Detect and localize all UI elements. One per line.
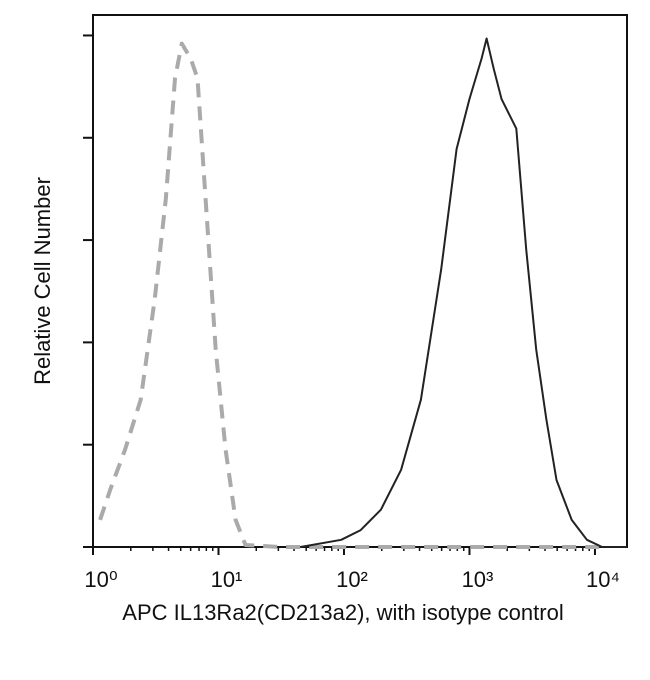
y-axis-label: Relative Cell Number: [30, 177, 55, 385]
x-tick-label: 10³: [462, 567, 494, 592]
x-tick-label: 10²: [336, 567, 368, 592]
x-tick-label: 10¹: [211, 567, 243, 592]
x-tick-label: 10⁴: [586, 567, 620, 592]
x-tick-label: 10⁰: [84, 567, 117, 592]
x-axis-label: APC IL13Ra2(CD213a2), with isotype contr…: [122, 600, 563, 625]
histogram-line: [98, 41, 603, 549]
plot-frame: [92, 14, 628, 548]
histogram-line: [300, 37, 627, 548]
